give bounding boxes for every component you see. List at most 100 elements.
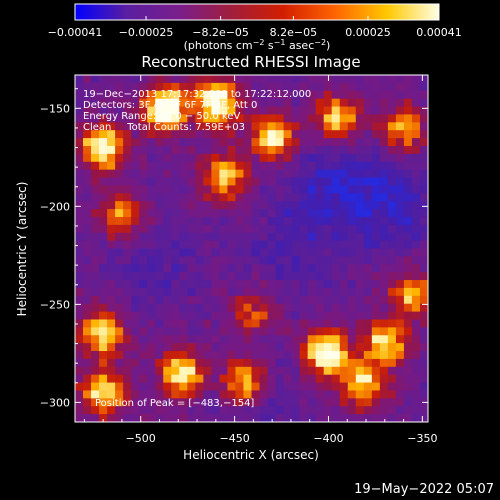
colorbar-tick-label: −0.00025 <box>119 26 174 39</box>
heatmap-cell <box>243 185 253 194</box>
heatmap-cell <box>107 90 116 100</box>
heatmap-cell <box>371 414 381 422</box>
heatmap-cell <box>147 319 156 328</box>
heatmap-cell <box>179 240 188 250</box>
heatmap-cell <box>131 240 140 250</box>
heatmap-cell <box>387 177 397 187</box>
heatmap-cell <box>403 232 413 242</box>
heatmap-cell <box>419 264 428 273</box>
heatmap-cell <box>99 201 108 210</box>
heatmap-cell <box>387 201 397 210</box>
heatmap-cell <box>227 185 237 194</box>
heatmap-cell <box>371 193 381 202</box>
heatmap-cell <box>187 98 196 108</box>
heatmap-cell <box>171 366 180 376</box>
heatmap-cell <box>307 216 317 226</box>
heatmap-cell <box>147 130 156 139</box>
heatmap-cell <box>99 358 108 368</box>
heatmap-cell <box>83 398 92 407</box>
heatmap-cell <box>107 145 116 155</box>
heatmap-cell <box>139 224 148 234</box>
heatmap-cell <box>243 303 253 313</box>
heatmap-cell <box>243 390 253 399</box>
heatmap-cell <box>291 398 301 407</box>
heatmap-cell <box>187 374 196 384</box>
heatmap-cell <box>203 366 212 376</box>
heatmap-cell <box>315 382 325 392</box>
heatmap-cell <box>411 82 421 92</box>
heatmap-cell <box>259 98 269 108</box>
heatmap-cell <box>387 311 397 321</box>
heatmap-cell <box>139 374 148 384</box>
heatmap-cell <box>315 343 325 352</box>
heatmap-cell <box>235 366 245 376</box>
heatmap-cell <box>147 209 156 218</box>
heatmap-cell <box>395 98 405 108</box>
heatmap-cell <box>139 390 148 399</box>
heatmap-cell <box>387 358 397 368</box>
heatmap-cell <box>131 390 140 399</box>
heatmap-cell <box>75 311 84 321</box>
heatmap-cell <box>371 264 381 273</box>
heatmap-cell <box>291 264 301 273</box>
heatmap-cell <box>131 216 140 226</box>
heatmap-cell <box>163 414 172 422</box>
heatmap-cell <box>419 390 428 399</box>
heatmap-cell <box>139 185 148 194</box>
heatmap-cell <box>195 303 204 313</box>
heatmap-cell <box>99 169 108 179</box>
heatmap-cell <box>299 185 309 194</box>
heatmap-cell <box>83 382 92 392</box>
heatmap-cell <box>235 358 245 368</box>
heatmap-cell <box>211 398 221 407</box>
heatmap-cell <box>419 185 428 194</box>
heatmap-cell <box>259 358 269 368</box>
colorbar-tick-label: −8.2e−05 <box>192 26 249 39</box>
heatmap-cell <box>379 185 389 194</box>
heatmap-cell <box>395 398 405 407</box>
heatmap-cell <box>363 130 373 139</box>
heatmap-cell <box>379 414 389 422</box>
heatmap-cell <box>259 390 269 399</box>
heatmap-cell <box>91 335 100 344</box>
heatmap-cell <box>147 366 156 376</box>
heatmap-cell <box>379 153 389 163</box>
heatmap-cell <box>379 90 389 100</box>
heatmap-cell <box>227 177 237 187</box>
heatmap-cell <box>179 343 188 352</box>
heatmap-cell <box>347 114 357 123</box>
heatmap-cell <box>211 382 221 392</box>
heatmap-cell <box>123 398 132 407</box>
heatmap-cell <box>91 351 100 360</box>
heatmap-cell <box>387 295 397 305</box>
heatmap-cell <box>75 153 84 163</box>
heatmap-cell <box>171 153 180 163</box>
heatmap-cell <box>203 303 212 313</box>
heatmap-cell <box>203 193 212 202</box>
heatmap-cell <box>347 169 357 179</box>
heatmap-cell <box>291 114 301 123</box>
heatmap-cell <box>203 209 212 218</box>
heatmap-cell <box>195 414 204 422</box>
heatmap-cell <box>171 138 180 147</box>
heatmap-cell <box>251 272 261 281</box>
heatmap-cell <box>195 106 204 116</box>
heatmap-cell <box>363 232 373 242</box>
heatmap-cell <box>403 414 413 422</box>
heatmap-cell <box>179 390 188 399</box>
heatmap-cell <box>331 272 341 281</box>
heatmap-cell <box>83 327 92 336</box>
heatmap-cell <box>155 130 164 139</box>
heatmap-cell <box>243 209 253 218</box>
heatmap-cell <box>419 232 428 242</box>
heatmap-cell <box>387 256 397 265</box>
heatmap-cell <box>275 390 285 399</box>
heatmap-cell <box>315 161 325 171</box>
heatmap-cell <box>267 358 277 368</box>
heatmap-cell <box>187 193 196 202</box>
heatmap-cell <box>203 280 212 289</box>
heatmap-cell <box>299 343 309 352</box>
heatmap-cell <box>379 201 389 210</box>
heatmap-cell <box>411 201 421 210</box>
heatmap-cell <box>347 138 357 147</box>
